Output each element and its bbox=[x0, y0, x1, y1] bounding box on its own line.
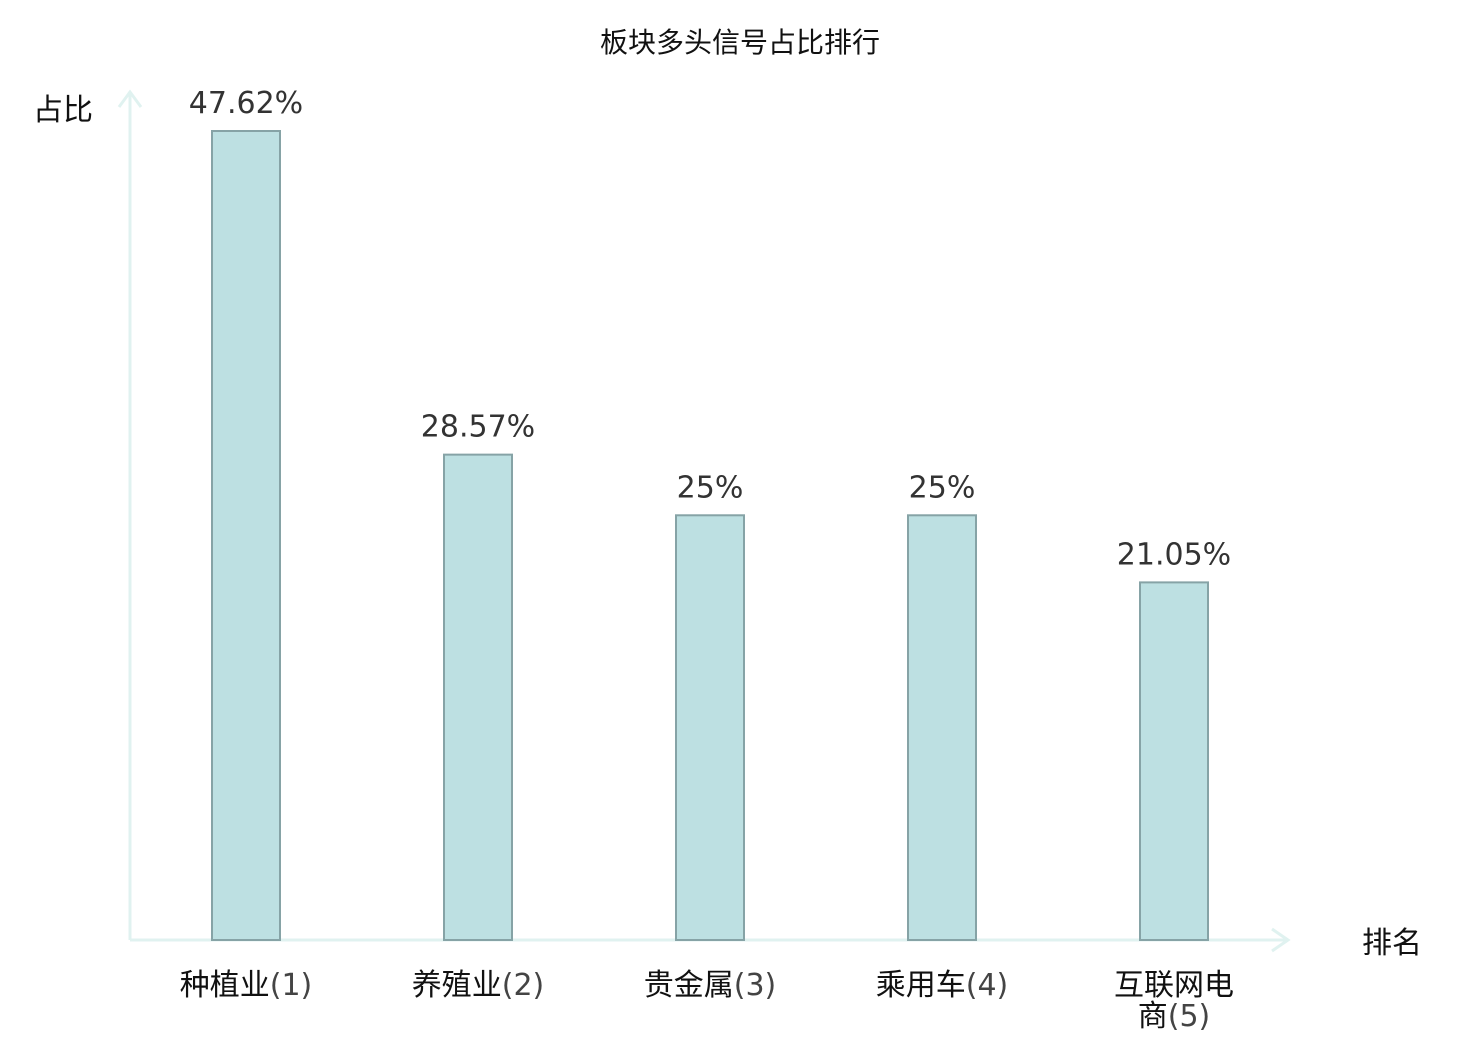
value-label-1: 47.62% bbox=[189, 86, 303, 121]
y-axis-label: 占比 bbox=[33, 93, 93, 128]
y-axis bbox=[117, 89, 143, 940]
value-label-5: 21.05% bbox=[1117, 537, 1231, 572]
value-labels-group: 47.62% 28.57% 25% 25% 21.05% bbox=[189, 86, 1231, 572]
category-label-1: 种植业(1) bbox=[180, 968, 313, 1003]
category-label-4: 乘用车(4) bbox=[876, 968, 1009, 1003]
category-label-5-line2: 商(5) bbox=[1138, 999, 1211, 1034]
bars-group bbox=[211, 130, 1209, 941]
bar-2 bbox=[443, 453, 513, 941]
category-label-3: 贵金属(3) bbox=[644, 968, 777, 1003]
bar-4 bbox=[907, 514, 977, 941]
chart-title: 板块多头信号占比排行 bbox=[600, 26, 880, 59]
bar-3 bbox=[675, 514, 745, 941]
category-label-2: 养殖业(2) bbox=[412, 968, 545, 1003]
value-label-4: 25% bbox=[909, 470, 976, 505]
bar-5 bbox=[1139, 581, 1209, 941]
value-label-3: 25% bbox=[677, 470, 744, 505]
category-label-5: 互联网电 bbox=[1114, 968, 1234, 1003]
value-label-2: 28.57% bbox=[421, 410, 535, 445]
bar-1 bbox=[211, 130, 281, 941]
x-axis-label: 排名 bbox=[1362, 926, 1422, 961]
